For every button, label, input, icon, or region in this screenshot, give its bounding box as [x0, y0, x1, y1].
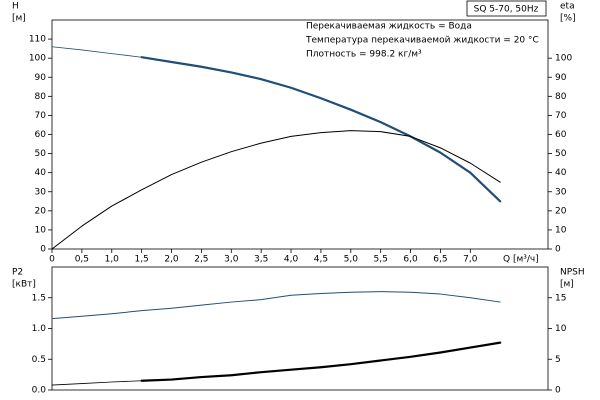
y2-tick-label: 60: [555, 130, 567, 140]
x-tick-label: 6,0: [403, 255, 418, 265]
y2-tick-label: 50: [555, 149, 567, 159]
y-axis-unit: [кВт]: [12, 280, 36, 290]
y-tick-label: 90: [35, 73, 47, 83]
x-axis-label: Q [м³/ч]: [503, 255, 539, 265]
x-tick-label: 4,5: [314, 255, 328, 265]
curve: [140, 341, 502, 382]
y2-tick-label: 80: [555, 92, 567, 102]
x-tick-label: 5,5: [374, 255, 388, 265]
y-tick-label: 60: [35, 130, 47, 140]
title-box: [466, 0, 547, 17]
x-tick-label: 7,0: [463, 255, 478, 265]
y2-tick-label: 10: [555, 225, 567, 235]
y-tick-label: 30: [35, 187, 47, 197]
y2-axis-unit: [м]: [560, 280, 574, 290]
y-tick-label: 70: [35, 111, 47, 121]
chart-title: SQ 5-70, 50Hz: [474, 5, 539, 15]
y-tick-label: 0.5: [32, 355, 46, 365]
y2-axis-label: NPSH: [560, 268, 585, 278]
x-tick-label: 1,5: [134, 255, 148, 265]
y2-tick-label: 90: [555, 73, 567, 83]
x-tick-label: 0,5: [75, 255, 89, 265]
y-tick-label: 1.0: [32, 324, 47, 334]
x-tick-label: 2,0: [164, 255, 179, 265]
x-tick-label: 1,0: [105, 255, 120, 265]
y2-tick-label: 40: [555, 168, 567, 178]
x-tick-label: 3,5: [254, 255, 268, 265]
curve: [51, 380, 143, 386]
y2-tick-label: 5: [555, 355, 561, 365]
y-tick-label: 100: [29, 54, 46, 64]
x-tick-label: 6,5: [433, 255, 447, 265]
y-axis-label: P2: [12, 268, 23, 278]
y-tick-label: 0: [40, 245, 46, 255]
curve: [140, 56, 502, 203]
y2-tick-label: 20: [555, 206, 567, 216]
y2-tick-label: 100: [555, 54, 572, 64]
x-tick-label: 5,0: [344, 255, 359, 265]
y-tick-label: 0.0: [32, 386, 47, 396]
y-tick-label: 80: [35, 92, 47, 102]
y-tick-label: 10: [35, 225, 47, 235]
curve: [51, 291, 501, 320]
y-tick-label: 1.5: [32, 293, 46, 303]
x-tick-label: 4,0: [284, 255, 299, 265]
y-axis-label: H: [12, 2, 19, 12]
y2-tick-label: 30: [555, 187, 567, 197]
y2-tick-label: 10: [555, 324, 567, 334]
y-tick-label: 50: [35, 149, 47, 159]
y-axis-unit: [м]: [12, 14, 26, 24]
curve: [51, 130, 501, 250]
x-tick-label: 0: [49, 255, 55, 265]
x-tick-label: 3,0: [224, 255, 239, 265]
annotation: Перекачиваемая жидкость = Вода: [306, 22, 472, 32]
y2-tick-label: 0: [555, 386, 561, 396]
annotation: Температура перекачиваемой жидкости = 20…: [305, 36, 539, 46]
x-tick-label: 2,5: [194, 255, 208, 265]
annotation: Плотность = 998.2 кг/м³: [306, 50, 422, 60]
curve: [51, 46, 143, 58]
y2-axis-unit: [%]: [560, 14, 576, 24]
y2-axis-label: eta: [560, 2, 575, 12]
y2-tick-label: 0: [555, 245, 561, 255]
y2-tick-label: 15: [555, 293, 566, 303]
y-tick-label: 40: [35, 168, 47, 178]
y-tick-label: 20: [35, 206, 47, 216]
y-tick-label: 110: [29, 35, 46, 45]
y2-tick-label: 70: [555, 111, 567, 121]
